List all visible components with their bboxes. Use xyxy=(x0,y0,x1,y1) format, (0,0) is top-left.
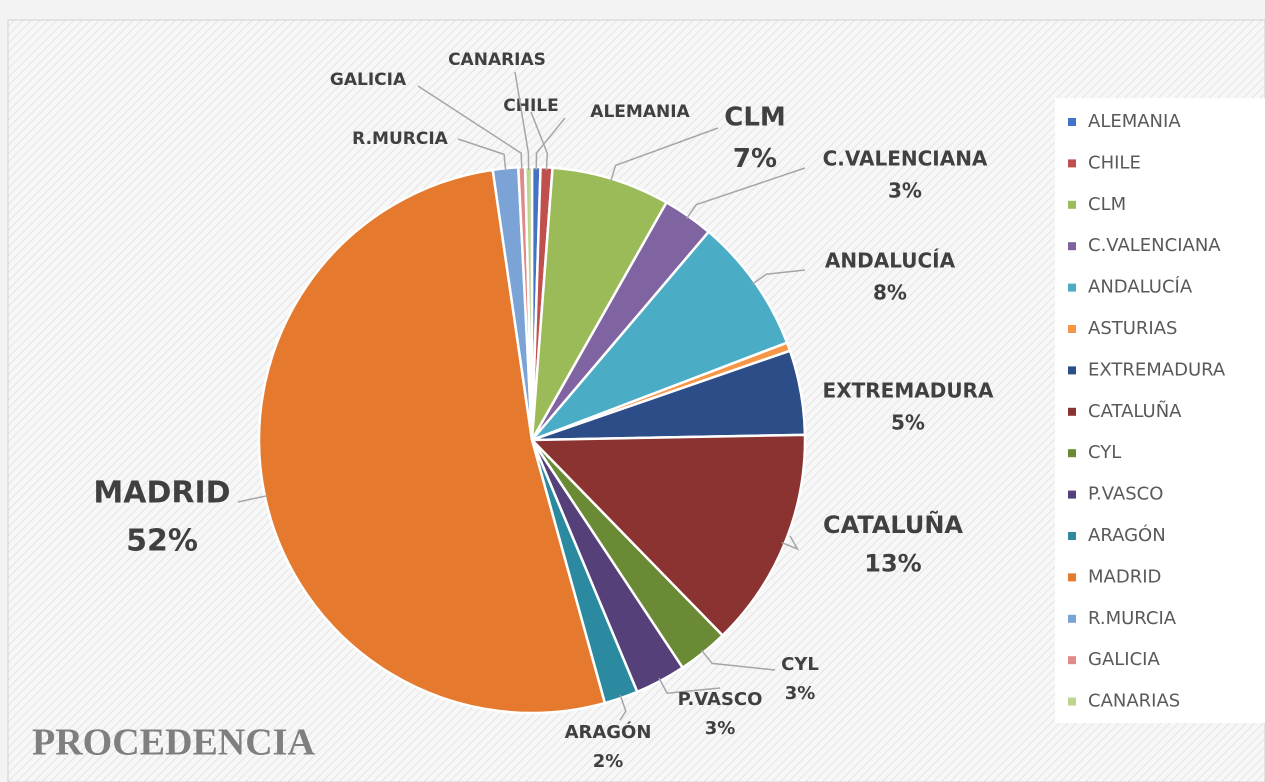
legend-swatch xyxy=(1068,118,1076,126)
legend-label: CATALUÑA xyxy=(1088,400,1182,422)
leader-line xyxy=(619,694,627,721)
data-label-value: 3% xyxy=(705,718,736,739)
leader-line xyxy=(514,71,530,171)
leader-line xyxy=(535,117,566,171)
data-label-name: ARAGÓN xyxy=(565,721,652,743)
legend-label: CHILE xyxy=(1088,152,1141,173)
data-label-name: CLM xyxy=(724,103,786,133)
legend-label: R.MURCIA xyxy=(1088,608,1177,629)
legend-label: MADRID xyxy=(1088,566,1161,587)
legend-box xyxy=(1055,98,1265,723)
data-label-value: 13% xyxy=(864,549,921,577)
data-label-value: 52% xyxy=(126,524,198,559)
leader-line xyxy=(417,85,523,171)
legend-label: ANDALUCÍA xyxy=(1088,276,1193,298)
data-label-value: 5% xyxy=(891,411,925,435)
data-label-name: MADRID xyxy=(93,476,230,511)
leader-line xyxy=(781,535,800,551)
legend-swatch xyxy=(1068,532,1076,540)
legend-swatch xyxy=(1068,656,1076,665)
legend-label: ASTURIAS xyxy=(1088,318,1177,339)
legend-swatch xyxy=(1068,242,1076,251)
legend-label: ALEMANIA xyxy=(1088,111,1181,132)
legend-label: CLM xyxy=(1088,194,1126,215)
leader-line xyxy=(530,111,549,171)
data-label-name: C.VALENCIANA xyxy=(823,147,988,171)
legend-swatch xyxy=(1068,573,1076,582)
legend-swatch xyxy=(1068,449,1076,458)
legend-label: ARAGÓN xyxy=(1088,524,1166,546)
leader-line xyxy=(237,494,268,503)
data-label-name: CANARIAS xyxy=(448,50,546,70)
chart-title: PROCEDENCIA xyxy=(32,722,315,764)
legend-swatch xyxy=(1068,490,1076,499)
leader-line xyxy=(685,167,806,220)
legend-swatch xyxy=(1068,407,1076,416)
data-label-name: GALICIA xyxy=(330,70,407,90)
legend-label: CANARIAS xyxy=(1088,691,1180,712)
leader-line xyxy=(457,138,507,172)
legend-swatch xyxy=(1068,697,1076,706)
data-label-value: 7% xyxy=(733,144,777,174)
data-label-name: CATALUÑA xyxy=(823,510,963,539)
leader-line xyxy=(700,649,776,671)
legend-swatch xyxy=(1068,283,1076,292)
data-label-value: 3% xyxy=(888,179,922,203)
legend-swatch xyxy=(1068,159,1076,168)
legend-swatch xyxy=(1068,200,1076,209)
legend-swatch xyxy=(1068,614,1076,623)
legend-label: CYL xyxy=(1088,442,1121,463)
data-label-name: R.MURCIA xyxy=(352,129,448,149)
legend-label: EXTREMADURA xyxy=(1088,359,1226,380)
legend-label: GALICIA xyxy=(1088,649,1160,670)
data-label-name: EXTREMADURA xyxy=(823,379,994,403)
data-label-name: CYL xyxy=(781,654,819,675)
legend-label: C.VALENCIANA xyxy=(1088,235,1221,256)
data-label-value: 2% xyxy=(593,751,624,772)
data-label-name: ANDALUCÍA xyxy=(825,249,956,273)
data-label-value: 3% xyxy=(785,683,816,704)
leader-line xyxy=(658,677,721,695)
leader-line xyxy=(609,127,719,182)
data-label-name: CHILE xyxy=(503,96,558,116)
legend-swatch xyxy=(1068,366,1076,375)
legend-label: P.VASCO xyxy=(1088,484,1163,505)
data-label-name: ALEMANIA xyxy=(590,102,690,122)
legend-swatch xyxy=(1068,325,1076,333)
leader-line xyxy=(751,269,806,285)
data-label-value: 8% xyxy=(873,281,907,305)
data-label-name: P.VASCO xyxy=(678,689,763,710)
